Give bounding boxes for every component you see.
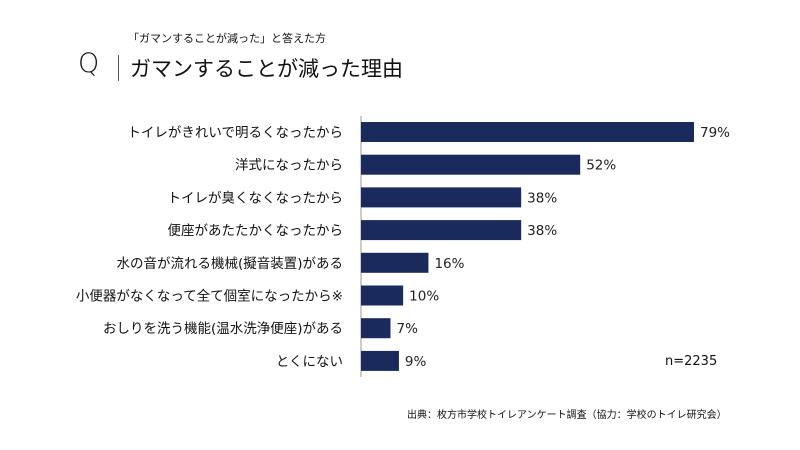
- value-label: 79%: [700, 125, 730, 141]
- category-label: 水の音が流れる機械(擬音装置)がある: [116, 255, 343, 272]
- title-divider: [118, 55, 119, 81]
- bar: [361, 350, 399, 371]
- category-label: 小便器がなくなって全て個室になったから※: [76, 288, 343, 305]
- chart-subtitle: 「ガマンすることが減った」と答えた方: [128, 32, 326, 45]
- category-label: とくにない: [276, 354, 343, 370]
- value-label: 38%: [527, 223, 557, 239]
- category-label: おしりを洗う機能(温水洗浄便座)がある: [103, 321, 343, 337]
- value-label: 38%: [527, 190, 557, 206]
- category-label: トイレがきれいで明るくなったから: [127, 125, 343, 141]
- question-mark: Q: [78, 48, 100, 79]
- bar: [361, 122, 694, 142]
- bar: [361, 285, 404, 306]
- bar: [361, 187, 522, 208]
- bar: [361, 252, 429, 273]
- value-label: 16%: [434, 256, 464, 272]
- category-label: トイレが臭くなくなったから: [168, 190, 344, 206]
- bar: [361, 318, 391, 339]
- chart-title: ガマンすることが減った理由: [130, 57, 403, 81]
- category-label: 洋式になったから: [235, 158, 343, 174]
- sample-size: n=2235: [665, 354, 718, 369]
- category-label: 便座があたたかくなったから: [168, 223, 344, 239]
- value-label: 9%: [405, 354, 427, 370]
- source-note: 出典：枚方市学校トイレアンケート調査（協力：学校のトイレ研究会）: [407, 410, 727, 421]
- bar: [361, 154, 581, 175]
- bar: [361, 220, 522, 241]
- value-label: 52%: [586, 158, 616, 174]
- value-label: 10%: [409, 289, 439, 305]
- value-label: 7%: [397, 321, 419, 337]
